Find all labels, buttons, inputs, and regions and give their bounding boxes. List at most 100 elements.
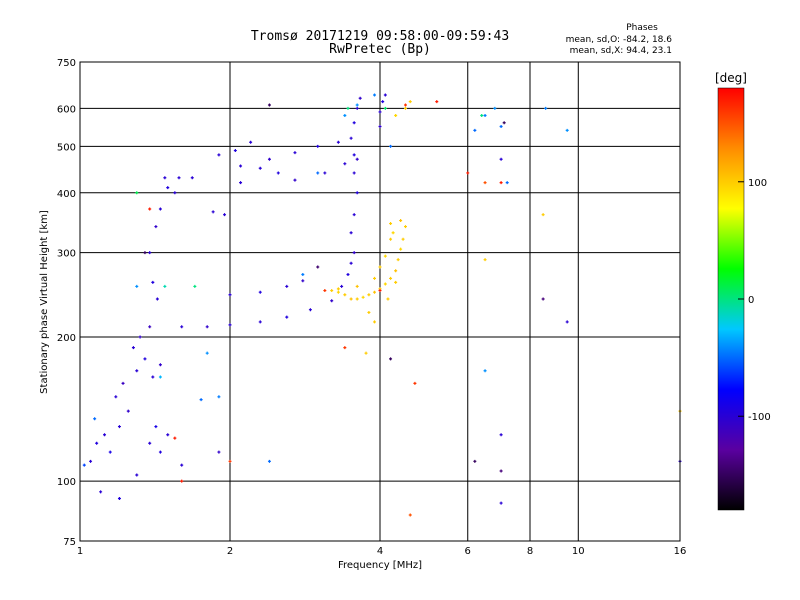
data-point: [473, 128, 477, 132]
data-point: [258, 290, 262, 294]
data-point: [249, 140, 253, 144]
data-point: [199, 398, 203, 402]
data-point: [316, 171, 320, 175]
data-point: [143, 251, 147, 255]
data-point: [308, 308, 312, 312]
data-point: [293, 178, 297, 182]
data-point: [358, 96, 362, 100]
data-point: [343, 346, 347, 350]
y-tick-label: 600: [57, 104, 76, 115]
data-point: [389, 222, 393, 226]
data-point: [155, 297, 159, 301]
data-point: [565, 128, 569, 132]
data-point: [148, 325, 152, 329]
data-point: [143, 357, 147, 361]
data-point: [389, 237, 393, 241]
data-point: [435, 100, 439, 104]
stats-line-o: mean, sd,O: -84.2, 18.6: [566, 35, 673, 45]
data-point: [505, 181, 509, 185]
data-point: [394, 113, 398, 117]
data-point: [408, 100, 412, 104]
data-point: [148, 441, 152, 445]
data-point: [336, 140, 340, 144]
data-point: [217, 153, 221, 157]
data-point: [217, 395, 221, 399]
y-tick-label: 300: [57, 249, 76, 260]
data-point: [383, 254, 387, 258]
data-point: [493, 106, 497, 110]
data-point: [121, 381, 125, 385]
data-point: [336, 290, 340, 294]
data-point: [151, 375, 155, 379]
data-point: [391, 231, 395, 235]
data-point: [386, 297, 390, 301]
data-point: [89, 459, 93, 463]
data-point: [352, 251, 356, 255]
data-point: [205, 325, 209, 329]
data-point: [399, 219, 403, 223]
data-point: [403, 103, 407, 107]
data-point: [114, 395, 118, 399]
data-point: [151, 280, 155, 284]
data-point: [480, 113, 484, 117]
data-point: [367, 310, 371, 314]
data-point: [108, 450, 112, 454]
y-tick-label: 400: [57, 189, 76, 200]
data-point: [323, 171, 327, 175]
x-tick-label: 1: [77, 546, 83, 557]
data-point: [148, 251, 152, 255]
y-axis-ticks: 75 100 200 300 400 500 600 750: [57, 58, 76, 548]
data-point: [396, 258, 400, 262]
data-point: [378, 125, 382, 129]
colorbar-label: [deg]: [715, 71, 747, 85]
data-point: [343, 293, 347, 297]
data-point: [276, 171, 280, 175]
data-point: [135, 369, 139, 373]
chart-subtitle: RwPretec (Bp): [329, 42, 431, 57]
data-point: [343, 162, 347, 166]
data-point: [223, 213, 227, 217]
data-point: [158, 450, 162, 454]
x-tick-label: 8: [527, 546, 533, 557]
y-tick-label: 100: [57, 477, 76, 488]
colorbar-tick-label: 0: [748, 295, 754, 306]
data-point: [239, 181, 243, 185]
data-point: [336, 287, 340, 291]
data-point: [193, 284, 197, 288]
data-point: [82, 463, 86, 467]
data-point: [565, 320, 569, 324]
y-tick-label: 500: [57, 142, 76, 153]
data-point: [173, 191, 177, 195]
data-point: [154, 225, 158, 229]
data-point: [138, 335, 142, 339]
data-point: [544, 106, 548, 110]
data-point: [99, 490, 103, 494]
data-point: [117, 425, 121, 429]
data-point: [316, 265, 320, 269]
data-point: [413, 381, 417, 385]
data-point: [180, 463, 184, 467]
data-point: [389, 276, 393, 280]
data-point: [383, 106, 387, 110]
x-tick-label: 16: [674, 546, 687, 557]
data-point: [163, 176, 167, 180]
x-axis-label: Frequency [MHz]: [338, 560, 422, 571]
data-point: [394, 280, 398, 284]
data-point: [267, 157, 271, 161]
data-points: [82, 93, 682, 517]
data-point: [163, 284, 167, 288]
data-point: [373, 276, 377, 280]
data-point: [301, 273, 305, 277]
data-point: [466, 171, 470, 175]
colorbar-tick-label: -100: [748, 412, 771, 423]
data-point: [258, 166, 262, 170]
data-point: [389, 144, 393, 148]
data-point: [180, 325, 184, 329]
data-point: [180, 479, 184, 483]
data-point: [373, 93, 377, 97]
data-point: [383, 93, 387, 97]
data-point: [355, 284, 359, 288]
data-point: [349, 297, 353, 301]
data-point: [135, 473, 139, 477]
data-point: [373, 320, 377, 324]
